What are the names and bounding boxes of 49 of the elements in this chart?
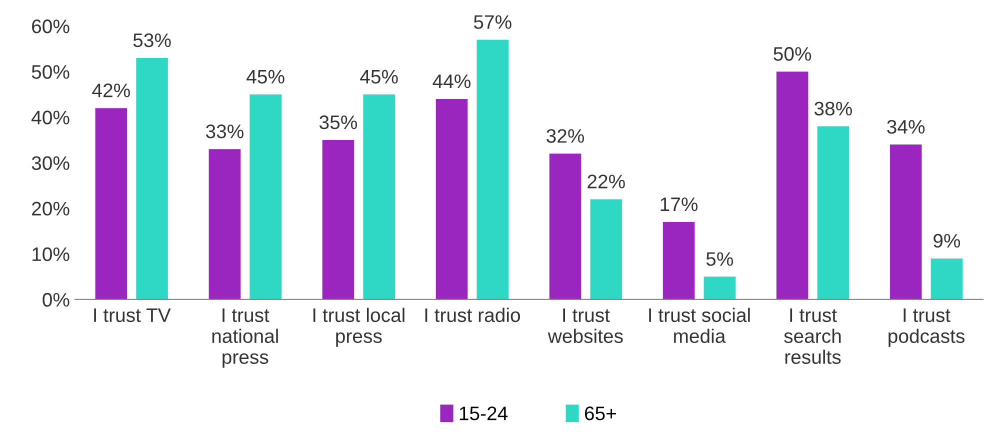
bar <box>662 222 695 300</box>
y-tick-label: 50% <box>32 65 70 79</box>
x-tick-label: I trust TV <box>94 308 171 322</box>
legend-label: 15-24 <box>460 406 508 420</box>
bar <box>322 140 354 300</box>
data-label: 34% <box>887 120 925 134</box>
x-tick-label: I trust social media <box>649 308 750 344</box>
x-tick-label: I trust national press <box>212 308 278 368</box>
bar <box>136 58 168 300</box>
y-tick-label: 60% <box>32 20 70 34</box>
data-label: 22% <box>588 174 625 188</box>
x-tick-label: I trust radio <box>425 308 520 322</box>
x-tick-label: I trust websites <box>548 308 623 344</box>
data-label: 50% <box>774 47 812 61</box>
bar <box>95 108 128 300</box>
data-label: 17% <box>660 198 698 212</box>
bar <box>930 258 963 300</box>
x-tick-label: I trust search results <box>784 308 841 364</box>
bar <box>208 149 241 300</box>
bar <box>590 199 622 300</box>
data-label: 32% <box>546 129 584 143</box>
bar <box>436 98 468 300</box>
y-tick-label: 40% <box>32 110 70 124</box>
data-label: 9% <box>934 234 960 248</box>
data-label: 53% <box>133 33 171 48</box>
y-tick-label: 10% <box>32 247 70 262</box>
y-tick-label: 30% <box>32 156 70 170</box>
data-label: 35% <box>320 115 357 130</box>
data-label: 45% <box>246 70 284 84</box>
x-tick-label: I trust podcasts <box>888 308 964 347</box>
bar <box>776 72 808 300</box>
bar <box>549 154 582 300</box>
y-tick-label: 20% <box>32 202 70 216</box>
y-tick-label: 0% <box>42 292 70 307</box>
data-label: 45% <box>360 70 398 84</box>
bar <box>363 94 395 300</box>
bar <box>476 40 509 300</box>
bar <box>250 94 282 300</box>
data-label: 5% <box>706 252 734 266</box>
bar <box>817 126 850 300</box>
data-label: 57% <box>474 15 512 29</box>
data-label: 33% <box>206 124 244 138</box>
data-label: 38% <box>814 102 852 116</box>
x-tick-label: I trust local press <box>313 308 404 347</box>
data-label: 44% <box>432 74 471 88</box>
data-label: 42% <box>92 84 130 98</box>
legend-label: 65+ <box>584 406 616 420</box>
bar <box>704 276 736 300</box>
bar <box>890 144 922 300</box>
